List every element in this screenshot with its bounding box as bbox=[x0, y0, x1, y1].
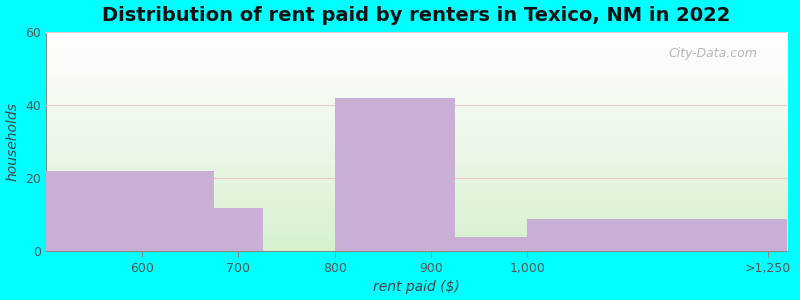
Title: Distribution of rent paid by renters in Texico, NM in 2022: Distribution of rent paid by renters in … bbox=[102, 6, 731, 25]
Bar bbox=[527, 218, 787, 251]
Text: City-Data.com: City-Data.com bbox=[669, 47, 758, 60]
Bar bbox=[455, 237, 527, 251]
Bar bbox=[334, 98, 455, 251]
Bar bbox=[46, 171, 214, 251]
X-axis label: rent paid ($): rent paid ($) bbox=[374, 280, 460, 294]
Y-axis label: households: households bbox=[6, 102, 19, 181]
Bar bbox=[214, 208, 262, 251]
